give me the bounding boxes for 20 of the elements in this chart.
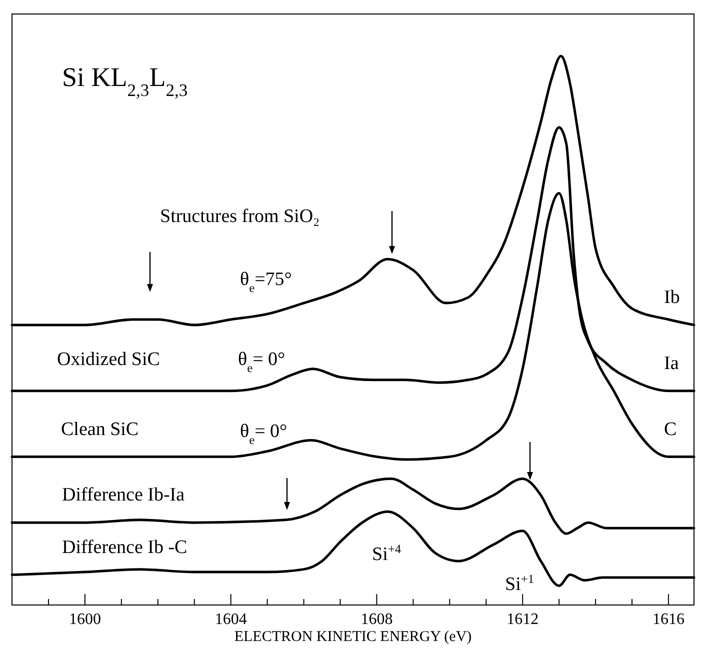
annotation: Structures from SiO₂ bbox=[160, 206, 320, 227]
x-tick-label: 1600 bbox=[68, 611, 101, 628]
series-label: Difference Ib-Ia bbox=[62, 484, 186, 506]
annotation: Si$^{+4}$ bbox=[372, 542, 401, 565]
annotation: Oxidized SiC bbox=[57, 349, 160, 370]
x-tick-label: 1612 bbox=[506, 611, 539, 628]
series-label: C bbox=[664, 418, 677, 440]
series-label: Ib bbox=[664, 287, 680, 308]
annotation: θ$_{e}$= 0° bbox=[240, 421, 288, 447]
x-tick-label: 1604 bbox=[214, 611, 247, 628]
annotation: Clean SiC bbox=[61, 419, 139, 440]
x-tick-label: 1608 bbox=[360, 611, 393, 628]
chart-title: Si KL$_{2,3}$L$_{2,3}$ bbox=[62, 62, 188, 100]
series-label: Ia bbox=[664, 352, 680, 374]
annotation: Si$^{+1}$ bbox=[505, 572, 534, 595]
annotation: θ$_{e}$= 0° bbox=[238, 349, 286, 375]
x-axis-title: ELECTRON KINETIC ENERGY (eV) bbox=[234, 629, 472, 645]
x-tick-label: 1616 bbox=[652, 611, 684, 628]
annotation: θ$_{e}$=75° bbox=[240, 269, 292, 295]
series-label: Difference Ib -C bbox=[62, 536, 188, 558]
